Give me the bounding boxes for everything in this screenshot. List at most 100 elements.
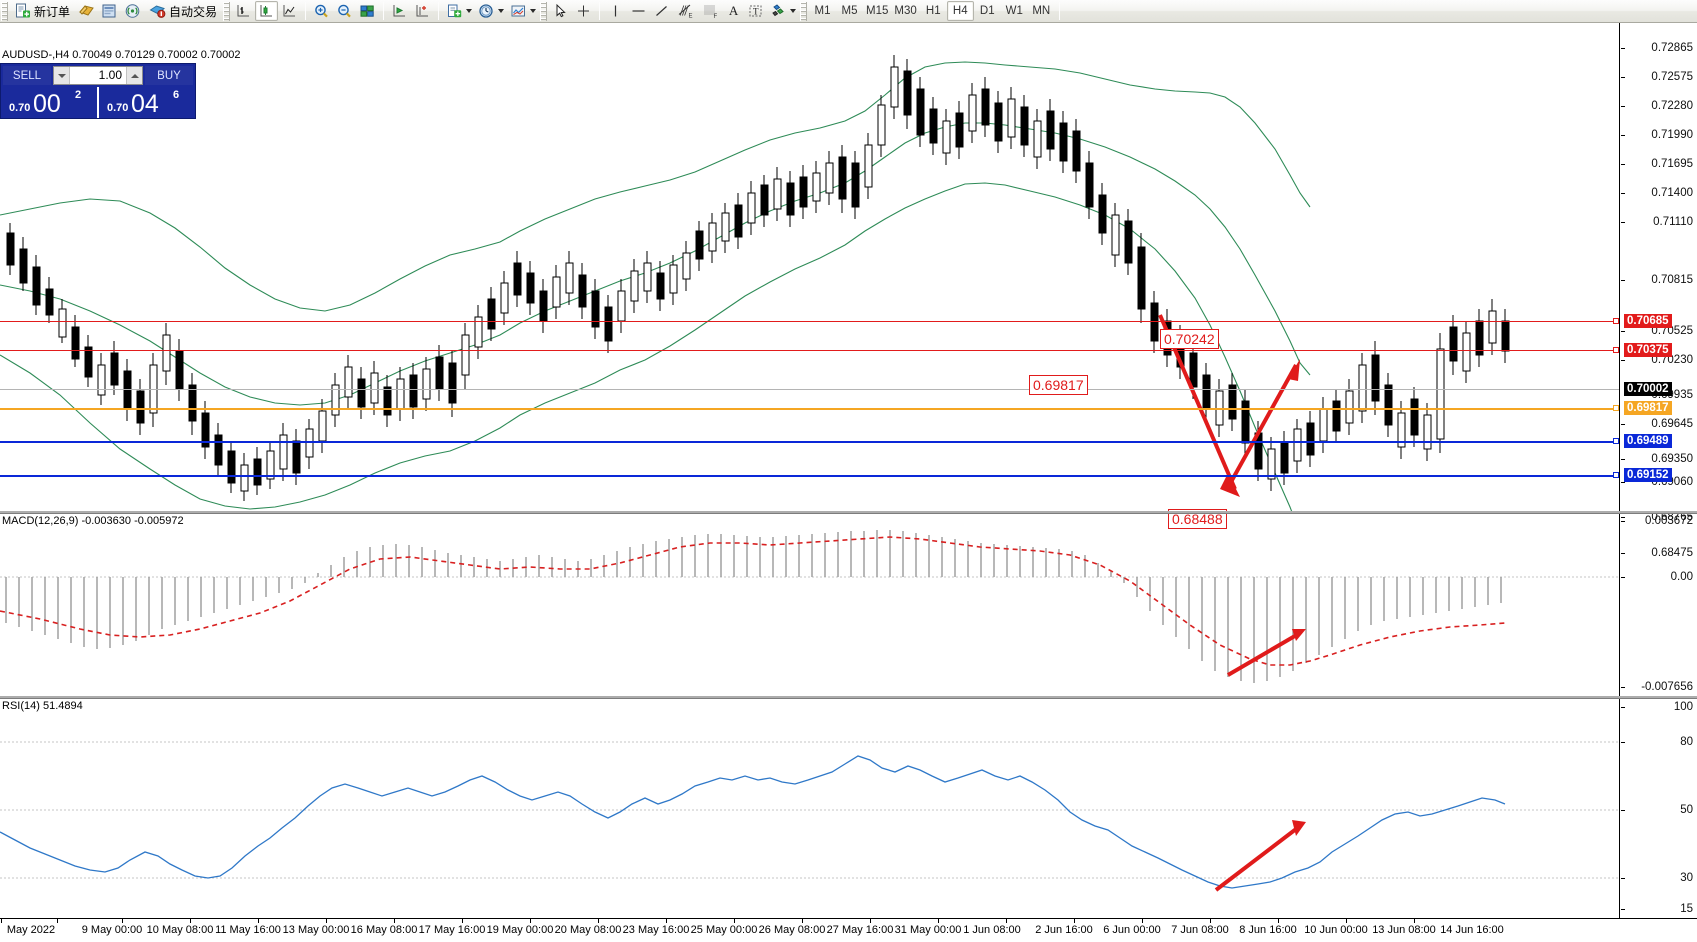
price-tick-3: 0.71990: [1651, 129, 1693, 141]
zoom-out-icon: [338, 4, 351, 18]
price-line-070375-handle[interactable]: [1613, 347, 1619, 353]
price-line-069489-handle[interactable]: [1613, 438, 1619, 444]
vertical-line-button[interactable]: [604, 1, 627, 21]
timeframe-m1[interactable]: M1: [814, 5, 831, 17]
price-line-070375[interactable]: [0, 350, 1619, 351]
indicators-caret-icon[interactable]: [530, 9, 537, 13]
signals-button[interactable]: [121, 1, 144, 21]
fibonacci-icon: E: [678, 4, 693, 19]
toolbar-grip-2[interactable]: [223, 1, 231, 21]
timeframe-m30[interactable]: M30: [894, 5, 917, 17]
data-window-icon: [102, 4, 116, 18]
annotation-069817[interactable]: 0.69817: [1029, 375, 1088, 395]
macd-indicator-label: MACD(12,26,9) -0.003630 -0.005972: [2, 515, 184, 527]
timeframe-mn[interactable]: MN: [1032, 5, 1051, 17]
annotation-070242[interactable]: 0.70242: [1160, 329, 1219, 349]
rsi-chart-canvas[interactable]: [0, 700, 1619, 918]
chart-area[interactable]: AUDUSD-,H4 0.70049 0.70129 0.70002 0.700…: [0, 23, 1697, 942]
price-line-069152[interactable]: [0, 475, 1619, 477]
toolbar-grip-3[interactable]: [540, 1, 548, 21]
toolbar-grip-4[interactable]: [800, 1, 808, 21]
objects-caret-icon[interactable]: [790, 9, 797, 13]
candlestick-chart-icon: [260, 5, 273, 17]
buy-label: BUY: [145, 66, 193, 85]
candlestick-chart-button[interactable]: [255, 1, 279, 21]
price-badge-current[interactable]: 0.70002: [1624, 382, 1672, 396]
bar-chart-icon: [237, 5, 250, 17]
chevron-down-icon: [57, 73, 66, 78]
timeframe-h1[interactable]: H1: [925, 5, 941, 17]
equidistant-channel-button[interactable]: F: [698, 1, 723, 21]
pane-divider-macd-rsi[interactable]: [0, 696, 1697, 699]
volume-increase-button[interactable]: [126, 67, 142, 84]
volume-stepper[interactable]: 1.00: [53, 66, 143, 85]
price-badge-070685[interactable]: 0.70685: [1624, 314, 1672, 328]
fibonacci-button[interactable]: E: [673, 1, 698, 21]
templates-caret-icon[interactable]: [466, 9, 473, 13]
objects-icon: [772, 4, 784, 17]
trendline-button[interactable]: [650, 1, 673, 21]
timeframe-d1[interactable]: D1: [979, 5, 995, 17]
volume-decrease-button[interactable]: [54, 67, 70, 84]
objects-button[interactable]: [767, 1, 799, 21]
cursor-button[interactable]: [549, 1, 572, 21]
rsi-trend-arrow[interactable]: [1214, 820, 1306, 892]
sell-price-button[interactable]: 0.70 00 2: [1, 87, 97, 118]
price-line-070685-handle[interactable]: [1613, 318, 1619, 324]
pane-divider-price-macd[interactable]: [0, 511, 1697, 514]
macd-trend-arrow[interactable]: [1226, 629, 1306, 677]
periods-caret-icon[interactable]: [498, 9, 505, 13]
date-label-16: 6 Jun 00:00: [1103, 924, 1161, 936]
rsi-indicator-label: RSI(14) 51.4894: [2, 700, 83, 712]
templates-icon: [448, 4, 462, 18]
price-line-069817[interactable]: [0, 408, 1619, 410]
annotation-068488[interactable]: 0.68488: [1168, 509, 1227, 529]
zoom-out-button[interactable]: [333, 1, 356, 21]
autotrade-button[interactable]: 自动交易: [144, 1, 222, 21]
sell-price-sup: 2: [75, 89, 82, 101]
horizontal-line-button[interactable]: [627, 1, 650, 21]
text-label-icon: T: [749, 5, 762, 17]
expert-advisors-button[interactable]: [75, 1, 98, 21]
price-line-070685[interactable]: [0, 321, 1619, 322]
price-badge-069817[interactable]: 0.69817: [1624, 401, 1672, 415]
toolbar-separator-2: [383, 2, 385, 20]
uptrend-arrow-line[interactable]: [1224, 364, 1298, 492]
timeframe-h4[interactable]: H4: [946, 1, 974, 21]
sell-price-prefix: 0.70: [9, 102, 31, 114]
buy-price-prefix: 0.70: [107, 102, 129, 114]
buy-price-button[interactable]: 0.70 04 6: [97, 87, 195, 118]
price-badge-069152[interactable]: 0.69152: [1624, 468, 1672, 482]
bar-chart-button[interactable]: [232, 1, 255, 21]
zoom-in-button[interactable]: [310, 1, 333, 21]
data-window-button[interactable]: [98, 1, 121, 21]
tile-windows-button[interactable]: [356, 1, 379, 21]
price-line-069152-handle[interactable]: [1613, 472, 1619, 478]
chart-shift-button[interactable]: [388, 1, 411, 21]
templates-button[interactable]: [443, 1, 475, 21]
indicators-button[interactable]: [507, 1, 539, 21]
price-badge-070375[interactable]: 0.70375: [1624, 343, 1672, 357]
timeframe-w1[interactable]: W1: [1005, 5, 1023, 17]
macd-chart-canvas[interactable]: [0, 515, 1619, 697]
price-line-069489[interactable]: [0, 441, 1619, 443]
macd-histogram: [5, 530, 1502, 683]
rsi-tick-50: 50: [1680, 804, 1693, 816]
text-button[interactable]: A: [728, 3, 739, 18]
timeframe-m15[interactable]: M15: [866, 5, 889, 17]
timeframe-m5[interactable]: M5: [841, 5, 858, 17]
price-chart-canvas[interactable]: [0, 23, 1619, 513]
crosshair-button[interactable]: [572, 1, 595, 21]
crosshair-icon: [578, 5, 590, 17]
price-line-069817-handle[interactable]: [1613, 405, 1619, 411]
line-chart-button[interactable]: [278, 1, 301, 21]
text-label-button[interactable]: T: [744, 1, 767, 21]
periods-button[interactable]: [475, 1, 507, 21]
auto-scroll-button[interactable]: [411, 1, 434, 21]
date-label-19: 10 Jun 00:00: [1304, 924, 1368, 936]
volume-value[interactable]: 1.00: [98, 68, 122, 82]
toolbar-grip[interactable]: [1, 1, 8, 21]
one-click-trading-panel[interactable]: SELL 1.00 BUY 0.70 00 2: [0, 63, 196, 119]
price-badge-069489[interactable]: 0.69489: [1624, 434, 1672, 448]
new-order-button[interactable]: 新订单: [10, 1, 75, 21]
